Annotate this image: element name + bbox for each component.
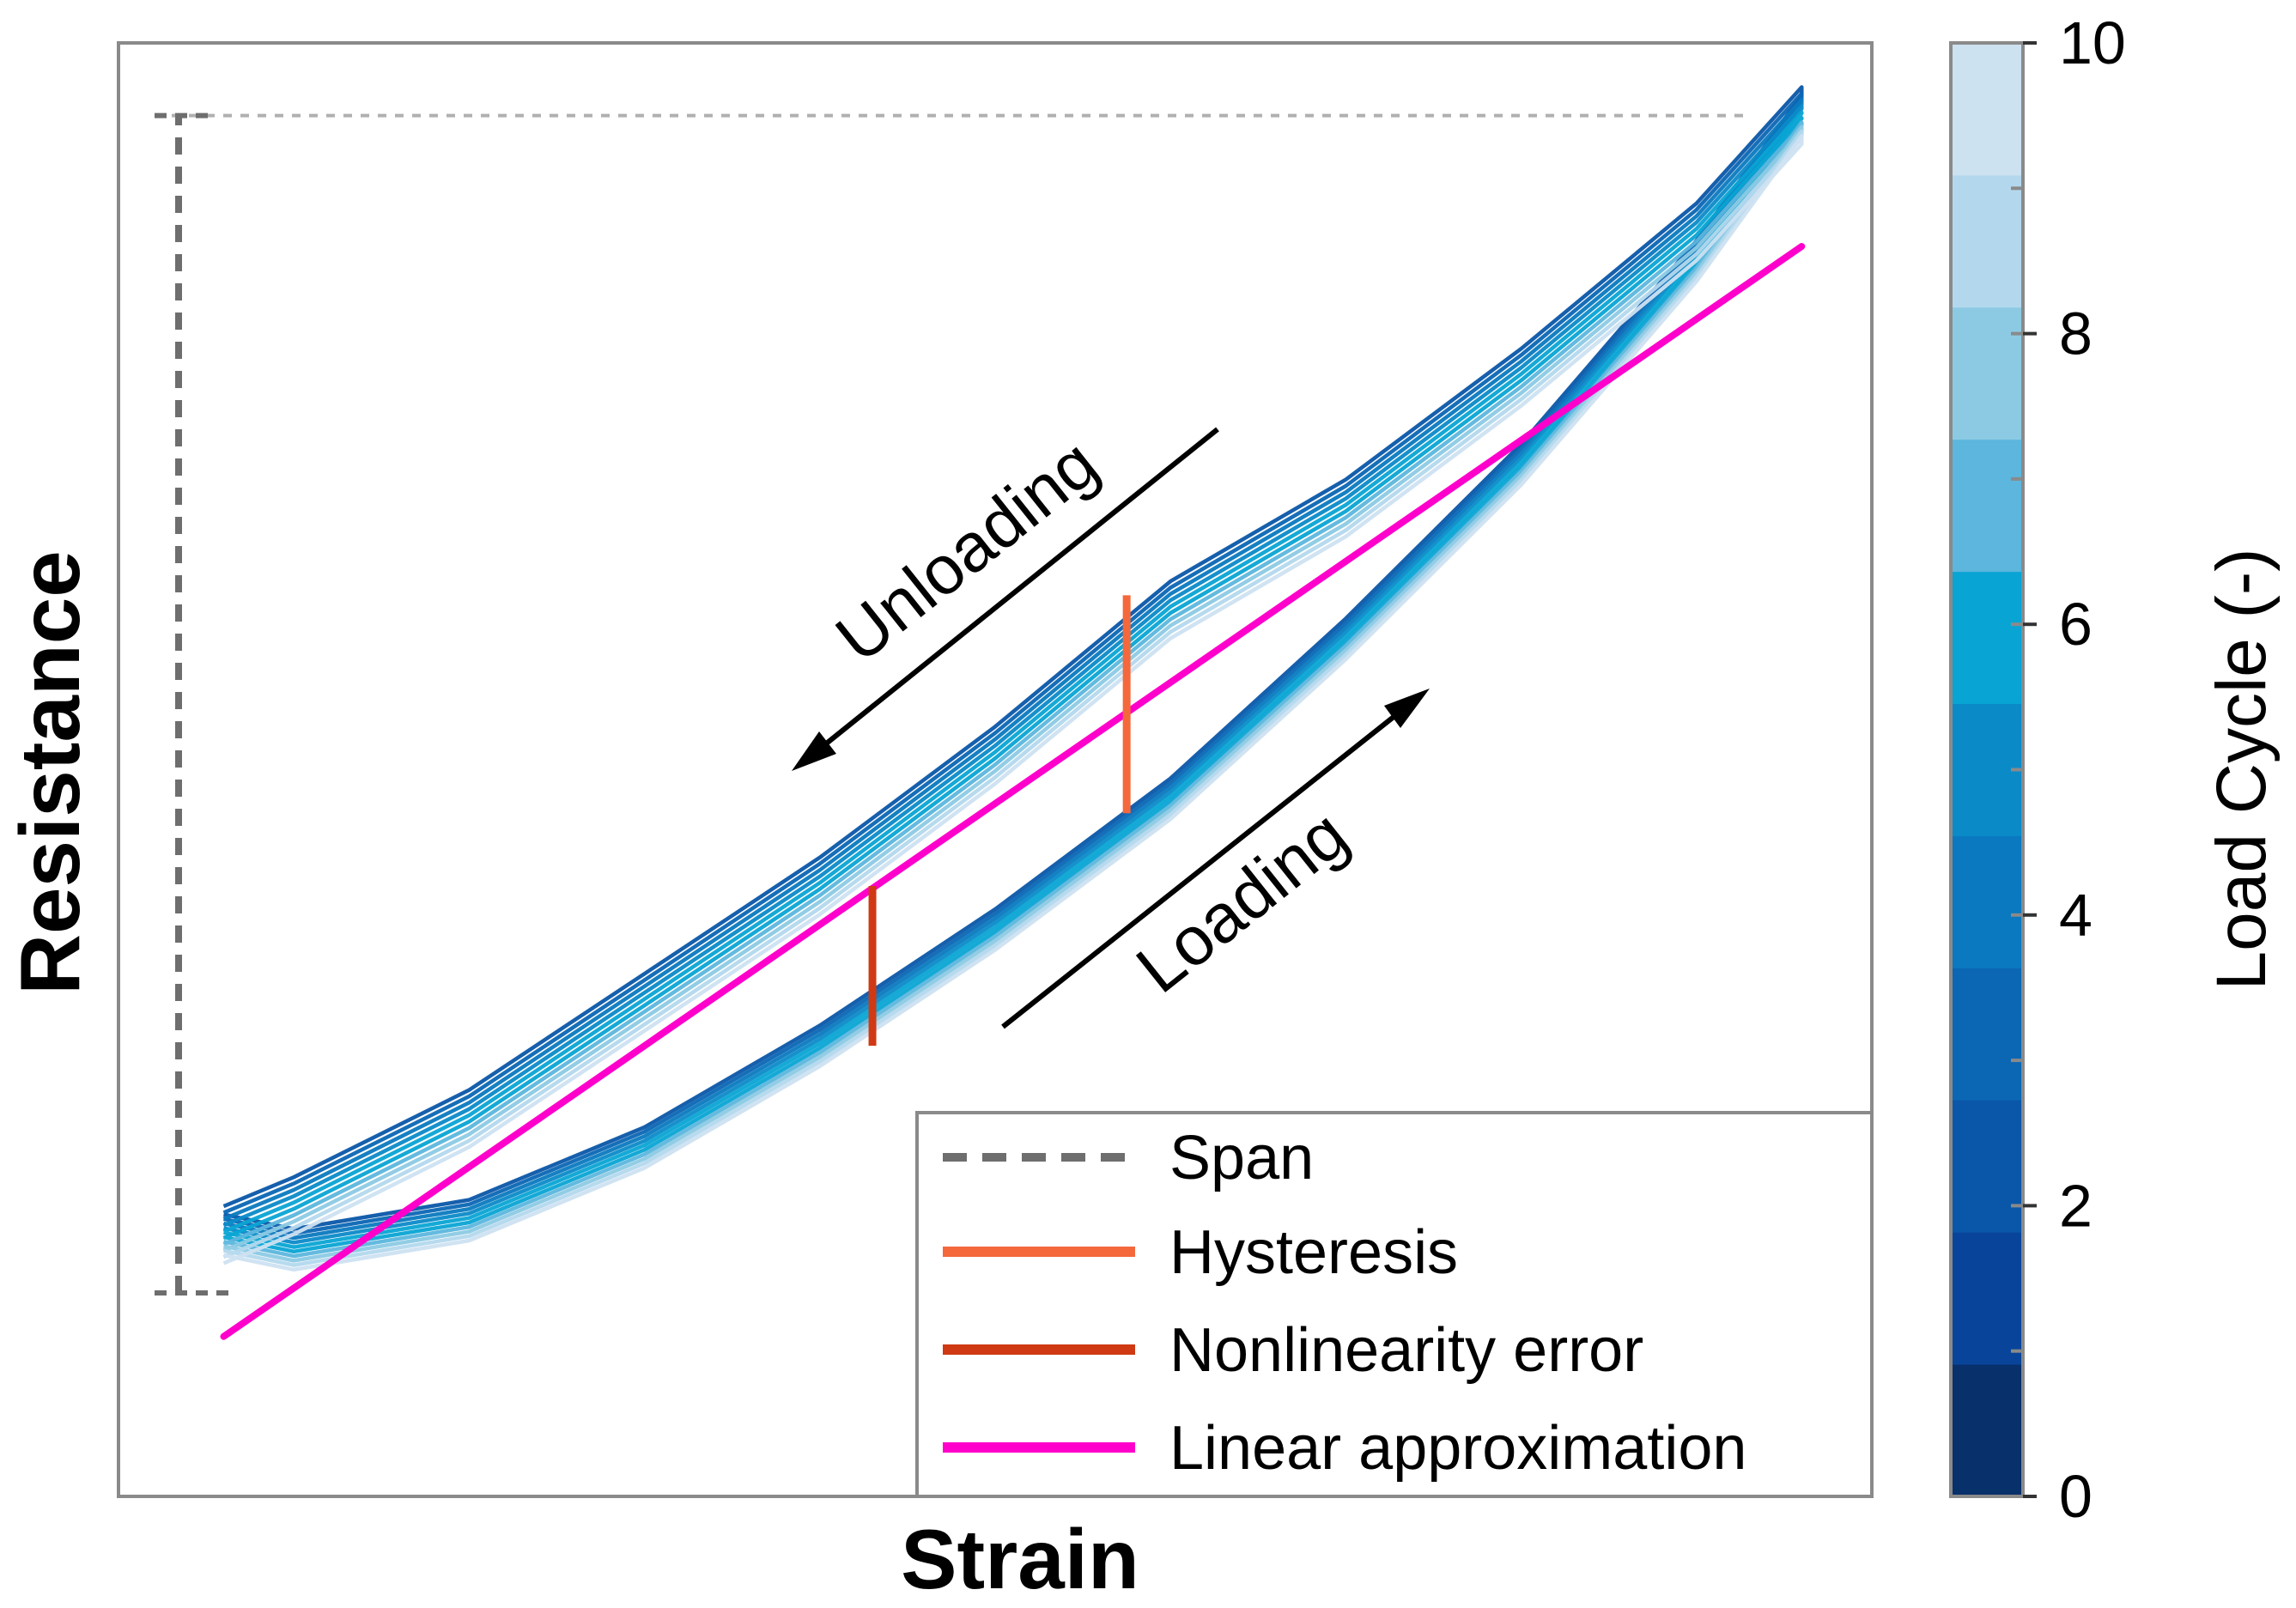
cycle-curve-2 xyxy=(222,91,1804,1236)
legend-label-hysteresis: Hysteresis xyxy=(1169,1218,1458,1287)
loading-arrow-head xyxy=(1384,689,1430,728)
colorbar-cell-2 xyxy=(1951,1100,2023,1233)
colorbar-tick-label-0: 0 xyxy=(2059,1463,2093,1530)
linear-approximation-line xyxy=(220,243,1806,1340)
colorbar-tick-label-4: 4 xyxy=(2059,882,2093,949)
colorbar: 0 2 4 6 8 10 Load Cycle (-) xyxy=(1949,9,2281,1530)
colorbar-cell-9 xyxy=(1951,174,2023,308)
curve-layer xyxy=(155,85,1806,1340)
cycle-curve-4 xyxy=(222,104,1804,1245)
colorbar-cell-7 xyxy=(1951,439,2023,573)
y-axis-title: Resistance xyxy=(3,550,97,995)
cycle-curve-6 xyxy=(222,116,1804,1254)
colorbar-cell-1 xyxy=(1951,1232,2023,1365)
cycle-curve-1 xyxy=(222,85,1804,1231)
legend-item-linear: Linear approximation xyxy=(943,1414,1746,1483)
legend-label-nonlinearity: Nonlinearity error xyxy=(1169,1316,1643,1385)
colorbar-tick-label-2: 2 xyxy=(2059,1172,2093,1239)
colorbar-ticks: 0 2 4 6 8 10 xyxy=(2011,9,2126,1530)
legend: Span Hysteresis Nonlinearity error Linea… xyxy=(915,1111,1874,1498)
cycle-curve-5 xyxy=(222,110,1804,1249)
colorbar-cell-4 xyxy=(1951,835,2023,968)
cycle-curve-3 xyxy=(222,97,1804,1241)
legend-frame xyxy=(915,1111,1874,1498)
colorbar-cell-0 xyxy=(1951,1364,2023,1497)
legend-item-hysteresis: Hysteresis xyxy=(943,1218,1458,1287)
loading-arrow xyxy=(1001,701,1412,1029)
legend-label-linear: Linear approximation xyxy=(1169,1414,1746,1483)
unloading-arrow xyxy=(810,427,1219,758)
unloading-arrow-head xyxy=(792,731,836,771)
cycle-curve-10 xyxy=(222,134,1804,1272)
colorbar-cells xyxy=(1951,43,2023,1497)
legend-label-span: Span xyxy=(1169,1124,1314,1192)
colorbar-tick-label-8: 8 xyxy=(2059,300,2093,367)
cycle-curve-7 xyxy=(222,120,1804,1259)
colorbar-cell-10 xyxy=(1951,43,2023,176)
colorbar-tick-label-6: 6 xyxy=(2059,591,2093,658)
cycle-curve-8 xyxy=(222,124,1804,1263)
colorbar-cell-3 xyxy=(1951,968,2023,1101)
legend-item-nonlinearity: Nonlinearity error xyxy=(943,1316,1643,1385)
colorbar-tick-label-10: 10 xyxy=(2059,9,2126,76)
colorbar-title: Load Cycle (-) xyxy=(2202,549,2281,991)
colorbar-cell-8 xyxy=(1951,306,2023,440)
colorbar-cell-6 xyxy=(1951,571,2023,705)
x-axis-title: Strain xyxy=(901,1512,1139,1606)
legend-item-span: Span xyxy=(943,1124,1314,1192)
